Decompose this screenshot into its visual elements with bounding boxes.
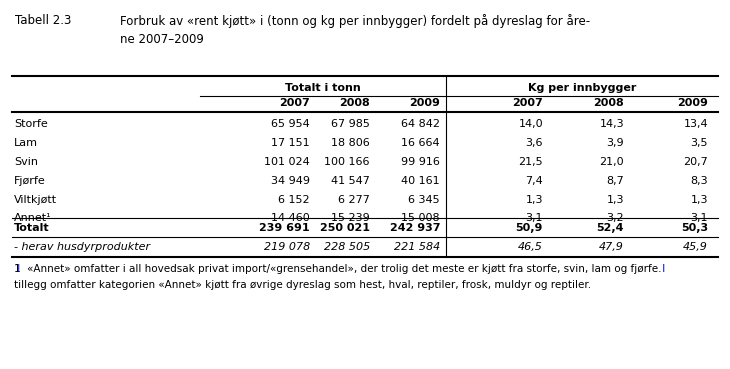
- Text: Viltkjøtt: Viltkjøtt: [14, 195, 57, 205]
- Text: 3,9: 3,9: [607, 138, 624, 148]
- Text: 100 166: 100 166: [325, 157, 370, 167]
- Text: Svin: Svin: [14, 157, 38, 167]
- Text: 242 937: 242 937: [390, 223, 440, 233]
- Text: 34 949: 34 949: [271, 176, 310, 186]
- Text: 47,9: 47,9: [599, 242, 624, 252]
- Text: 67 985: 67 985: [331, 119, 370, 129]
- Text: 17 151: 17 151: [272, 138, 310, 148]
- Text: 219 078: 219 078: [264, 242, 310, 252]
- Text: 15 008: 15 008: [402, 213, 440, 223]
- Text: 3,1: 3,1: [526, 213, 543, 223]
- Text: 40 161: 40 161: [402, 176, 440, 186]
- Text: 8,7: 8,7: [606, 176, 624, 186]
- Text: 221 584: 221 584: [393, 242, 440, 252]
- Text: I: I: [14, 264, 20, 274]
- Text: 239 691: 239 691: [259, 223, 310, 233]
- Text: 21,0: 21,0: [599, 157, 624, 167]
- Text: Totalt i tonn: Totalt i tonn: [285, 83, 361, 93]
- Text: 2007: 2007: [280, 98, 310, 108]
- Text: 2008: 2008: [339, 98, 370, 108]
- Text: tillegg omfatter kategorien «Annet» kjøtt fra øvrige dyreslag som hest, hval, re: tillegg omfatter kategorien «Annet» kjøt…: [14, 280, 591, 290]
- Text: Forbruk av «rent kjøtt» i (tonn og kg per innbygger) fordelt på dyreslag for åre: Forbruk av «rent kjøtt» i (tonn og kg pe…: [120, 14, 590, 46]
- Text: 41 547: 41 547: [331, 176, 370, 186]
- Text: Tabell 2.3: Tabell 2.3: [15, 14, 72, 27]
- Text: I: I: [659, 264, 665, 274]
- Text: Lam: Lam: [14, 138, 38, 148]
- Text: 6 277: 6 277: [338, 195, 370, 205]
- Text: - herav husdyrprodukter: - herav husdyrprodukter: [14, 242, 150, 252]
- Text: 99 916: 99 916: [401, 157, 440, 167]
- Text: 20,7: 20,7: [683, 157, 708, 167]
- Text: 45,9: 45,9: [683, 242, 708, 252]
- Text: 64 842: 64 842: [401, 119, 440, 129]
- Text: 2008: 2008: [593, 98, 624, 108]
- Text: Totalt: Totalt: [14, 223, 50, 233]
- Text: 1,3: 1,3: [691, 195, 708, 205]
- Text: 1,3: 1,3: [607, 195, 624, 205]
- Text: Annet¹: Annet¹: [14, 213, 52, 223]
- Text: 46,5: 46,5: [518, 242, 543, 252]
- Text: 2007: 2007: [512, 98, 543, 108]
- Text: 1,3: 1,3: [526, 195, 543, 205]
- Text: 14 460: 14 460: [272, 213, 310, 223]
- Text: 3,5: 3,5: [691, 138, 708, 148]
- Text: 3,6: 3,6: [526, 138, 543, 148]
- Text: 2009: 2009: [409, 98, 440, 108]
- Text: 250 021: 250 021: [320, 223, 370, 233]
- Text: 6 152: 6 152: [278, 195, 310, 205]
- Text: 21,5: 21,5: [518, 157, 543, 167]
- Text: 6 345: 6 345: [408, 195, 440, 205]
- Text: 50,3: 50,3: [681, 223, 708, 233]
- Text: 65 954: 65 954: [272, 119, 310, 129]
- Text: Fjørfe: Fjørfe: [14, 176, 46, 186]
- Text: 16 664: 16 664: [402, 138, 440, 148]
- Text: 101 024: 101 024: [264, 157, 310, 167]
- Text: Kg per innbygger: Kg per innbygger: [528, 83, 636, 93]
- Text: 52,4: 52,4: [596, 223, 624, 233]
- Text: 228 505: 228 505: [323, 242, 370, 252]
- Text: 3,2: 3,2: [607, 213, 624, 223]
- Text: Storfe: Storfe: [14, 119, 47, 129]
- Text: 3,1: 3,1: [691, 213, 708, 223]
- Text: 50,9: 50,9: [515, 223, 543, 233]
- Text: 14,0: 14,0: [518, 119, 543, 129]
- Text: 1  «Annet» omfatter i all hovedsak privat import/«grensehandel», der trolig det : 1 «Annet» omfatter i all hovedsak privat…: [14, 264, 661, 274]
- Text: 18 806: 18 806: [331, 138, 370, 148]
- Text: 8,3: 8,3: [691, 176, 708, 186]
- Text: 14,3: 14,3: [599, 119, 624, 129]
- Text: 2009: 2009: [677, 98, 708, 108]
- Text: 15 239: 15 239: [331, 213, 370, 223]
- Text: 13,4: 13,4: [683, 119, 708, 129]
- Text: 7,4: 7,4: [526, 176, 543, 186]
